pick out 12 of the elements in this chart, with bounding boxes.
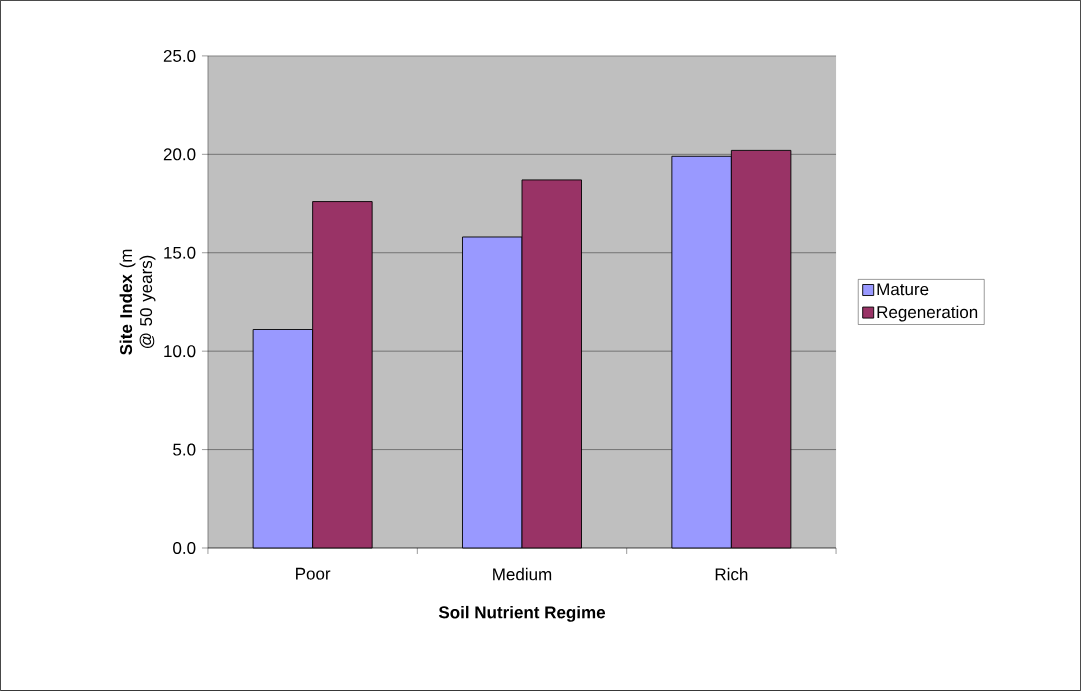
x-tick-label: Poor — [296, 567, 331, 580]
y-tick-label: 15.0 — [164, 246, 196, 259]
y-tick-label: 0.0 — [173, 542, 196, 555]
x-tick-label: Medium — [493, 567, 552, 581]
y-tick-label: 20.0 — [163, 148, 196, 161]
x-axis-title: Soil Nutrient Regime — [438, 605, 606, 622]
legend-label: Mature — [877, 283, 929, 296]
y-tick-label: 5.0 — [173, 443, 196, 456]
x-tick-label: Rich — [715, 567, 748, 581]
legend-label: Regeneration — [877, 305, 978, 322]
y-tick-label: 10.0 — [164, 345, 196, 358]
y-tick-label: 25.0 — [163, 49, 196, 62]
